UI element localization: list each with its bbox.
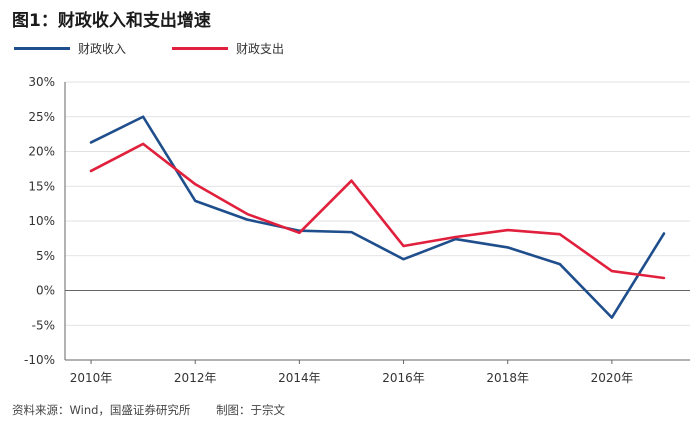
series-line-revenue [89,115,666,319]
y-tick-label: 0% [36,284,55,298]
y-tick-label: -10% [24,353,55,367]
source-note: 资料来源：Wind，国盛证券研究所 [12,403,191,417]
x-tick-label: 2016年 [382,371,425,385]
x-tick-label: 2018年 [486,371,529,385]
legend-swatch-expenditure [172,47,229,50]
y-tick-label: 5% [36,249,55,263]
x-tick-label: 2020年 [591,371,634,385]
legend-item-revenue: 财政收入 [14,40,126,57]
y-tick-label: 25% [28,110,55,124]
legend-label-expenditure: 财政支出 [236,42,285,56]
x-tick-label: 2014年 [278,371,321,385]
line-chart: 30% 25% 20% 15% 10% 5% 0% -5% -10% 2010年 2012年 2014… [24,75,690,385]
legend-label-revenue: 财政收入 [78,42,127,56]
y-tick-label: 30% [28,75,55,89]
legend-swatch-revenue [14,47,70,50]
series-line-expenditure [89,142,666,280]
legend: 财政收入 财政支出 [14,40,330,57]
y-tick-label: 20% [28,145,55,159]
y-tick-label: 10% [28,214,55,228]
author-note: 制图：于宗文 [216,403,286,417]
y-tick-label: -5% [32,318,55,332]
legend-item-expenditure: 财政支出 [172,40,284,57]
chart-title: 图1：财政收入和支出增速 [12,11,211,31]
footer: 资料来源：Wind，国盛证券研究所 制图：于宗文 [12,402,307,418]
y-tick-label: 15% [28,179,55,193]
x-tick-label: 2010年 [70,371,113,385]
x-tick-label: 2012年 [174,371,217,385]
